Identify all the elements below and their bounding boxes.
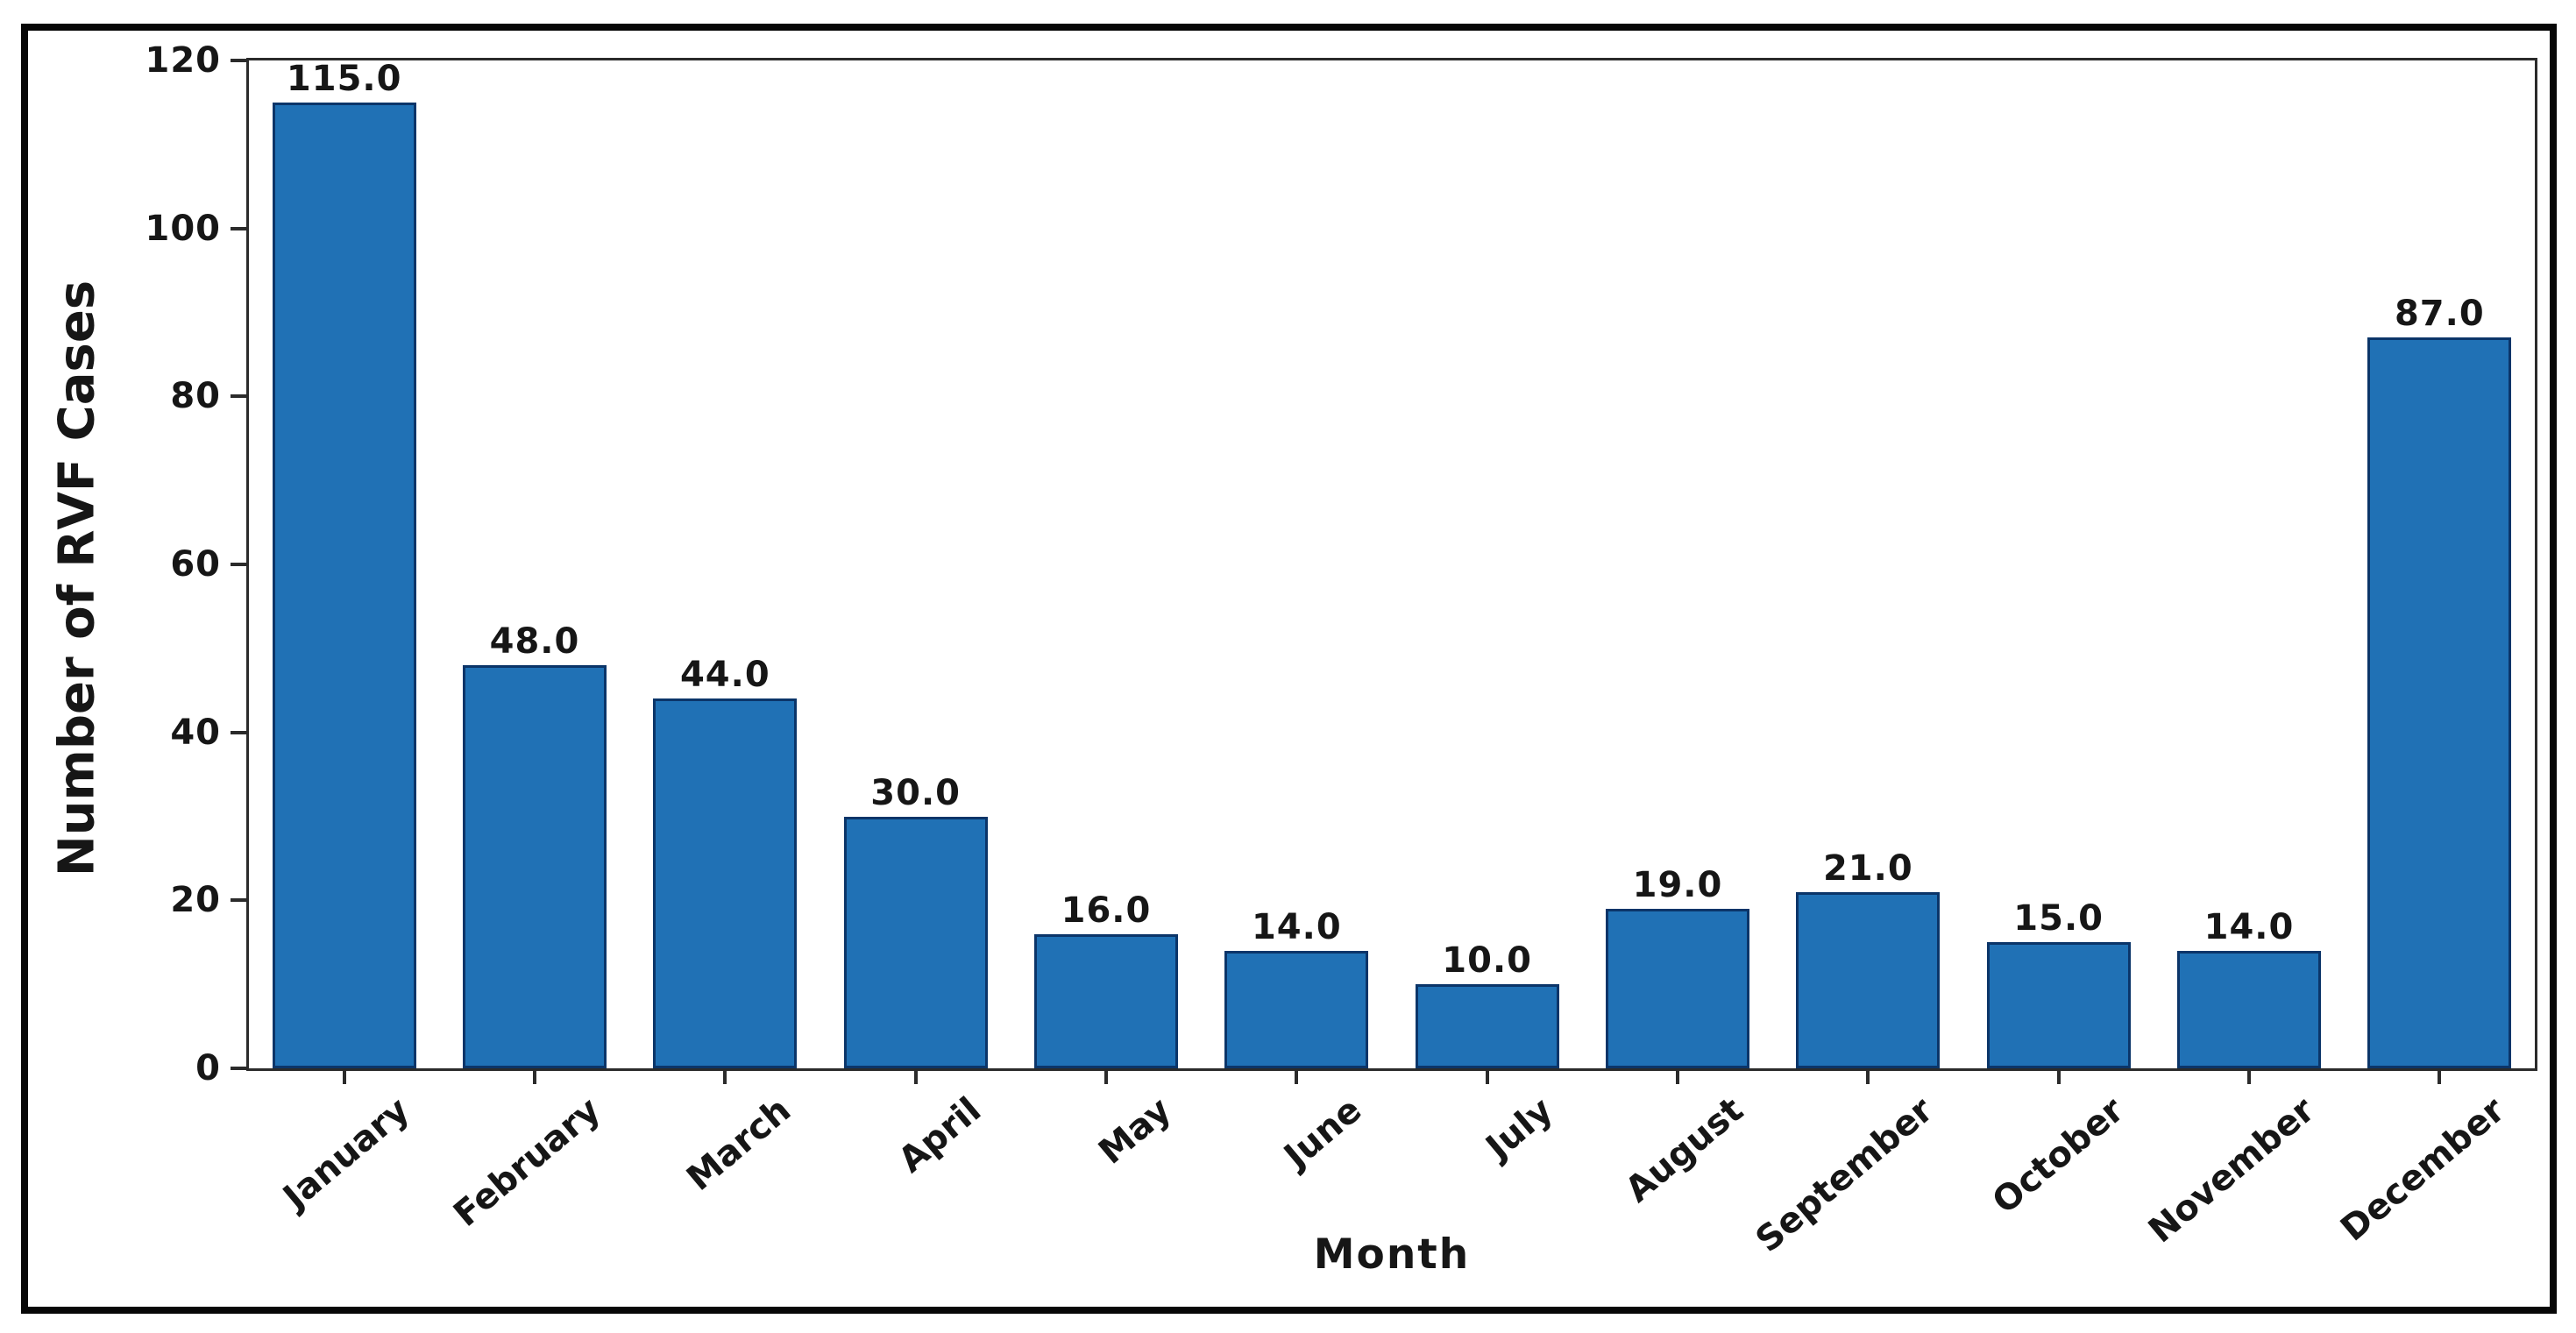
bar-february <box>463 665 607 1068</box>
bar-august <box>1606 908 1749 1068</box>
y-tick-label: 100 <box>145 208 221 249</box>
x-tick-mark <box>1866 1071 1870 1084</box>
y-tick-mark <box>231 394 246 399</box>
y-tick-mark <box>231 730 246 734</box>
y-tick-label: 40 <box>170 712 221 753</box>
bar-december <box>2367 337 2512 1068</box>
x-tick-mark <box>2438 1071 2442 1084</box>
y-tick-mark <box>231 226 246 230</box>
y-tick-label: 80 <box>170 376 221 417</box>
x-tick-mark <box>533 1071 536 1084</box>
x-tick-mark <box>1485 1071 1489 1084</box>
bar-november <box>2177 950 2321 1068</box>
bar-value-label: 14.0 <box>1251 906 1342 947</box>
x-axis-label: Month <box>1313 1230 1471 1279</box>
bar-value-label: 30.0 <box>870 772 961 813</box>
bar-april <box>843 816 988 1068</box>
x-tick-mark <box>1676 1071 1679 1084</box>
x-tick-mark <box>1295 1071 1299 1084</box>
y-tick-label: 20 <box>170 880 221 921</box>
bar-value-label: 48.0 <box>489 621 580 662</box>
plot-area: 0 20 40 60 80 100 120 115.0 January 48.0 February 4… <box>145 43 2537 1260</box>
x-tick-mark <box>723 1071 727 1084</box>
bar-value-label: 21.0 <box>1822 847 1913 889</box>
x-tick-mark <box>913 1071 918 1084</box>
x-tick-mark <box>1104 1071 1108 1084</box>
bar-may <box>1034 933 1178 1068</box>
y-tick-mark <box>231 59 246 62</box>
bar-value-label: 16.0 <box>1061 890 1152 931</box>
bar-value-label: 14.0 <box>2203 906 2295 947</box>
bar-june <box>1224 950 1369 1068</box>
bar-value-label: 10.0 <box>1442 940 1532 982</box>
y-axis-label: Number of RVF Cases <box>48 280 106 877</box>
bar-value-label: 44.0 <box>679 655 770 696</box>
bar-value-label: 15.0 <box>2013 898 2104 939</box>
bar-october <box>1986 942 2131 1068</box>
bar-value-label: 115.0 <box>286 58 402 99</box>
y-tick-label: 0 <box>195 1048 221 1088</box>
bar-march <box>653 698 798 1068</box>
y-tick-mark <box>231 563 246 566</box>
x-tick-mark <box>342 1071 346 1084</box>
y-tick-mark <box>231 1067 246 1070</box>
bar-value-label: 87.0 <box>2394 294 2485 335</box>
bar-january <box>272 102 416 1068</box>
figure-border <box>21 24 2557 1314</box>
y-tick-label: 60 <box>170 544 221 585</box>
bar-september <box>1796 891 1941 1068</box>
bar-july <box>1415 984 1559 1068</box>
x-tick-mark <box>2247 1071 2251 1084</box>
bar-value-label: 19.0 <box>1632 864 1723 905</box>
x-tick-mark <box>2056 1071 2061 1084</box>
y-tick-label: 120 <box>145 40 221 81</box>
y-tick-mark <box>231 898 246 903</box>
